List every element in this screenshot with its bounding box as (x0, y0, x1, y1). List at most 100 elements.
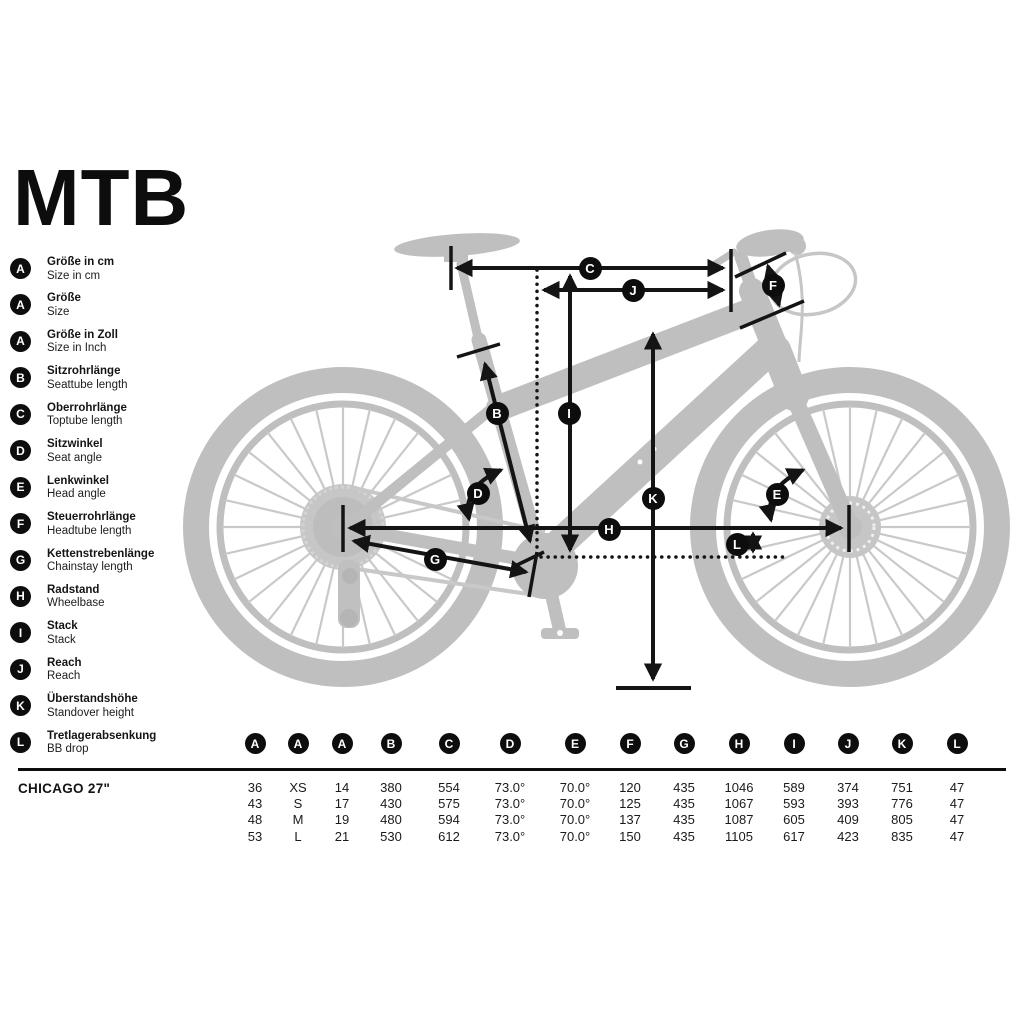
table-cell: 73.0° (494, 780, 526, 795)
legend-item: F Steuerrohrlänge Headtube length (10, 511, 240, 547)
legend-item: A Größe in cm Size in cm (10, 256, 240, 292)
table-cell: 435 (673, 828, 695, 844)
diagram-badge-reach: J (621, 278, 645, 302)
table-cell: 120 (619, 780, 641, 795)
diagram-badge-stack: I (557, 401, 581, 425)
legend-item: I Stack Stack (10, 620, 240, 656)
legend-item: D Sitzwinkel Seat angle (10, 438, 240, 474)
legend-label-de: Sitzwinkel (47, 438, 103, 451)
table-cell: 1105 (725, 828, 753, 844)
legend-label-en: BB drop (47, 743, 89, 756)
legend-item: A Größe in Zoll Size in Inch (10, 329, 240, 365)
column-badge: J (837, 733, 859, 754)
table-cell: 47 (949, 812, 965, 828)
table-cell: 805 (891, 812, 913, 828)
model-name: CHICAGO 27" (18, 781, 111, 796)
legend-badge: E (10, 476, 31, 498)
table-cell: 73.0° (494, 812, 526, 828)
table-cell: 48 (247, 812, 263, 828)
table-cell: 36 (247, 780, 263, 795)
legend-label-en: Chainstay length (47, 561, 133, 573)
table-cell: 435 (673, 780, 695, 795)
legend-badge: A (10, 330, 31, 352)
legend-badge: B (10, 367, 31, 389)
legend-badge: F (10, 513, 31, 535)
legend-item: H Radstand Wheelbase (10, 584, 240, 620)
table-cell: 19 (334, 812, 350, 828)
legend-label-en: Stack (47, 633, 76, 646)
table-cell: S (293, 796, 303, 812)
table-cell: 70.0° (559, 796, 591, 812)
table-cell: 380 (380, 780, 402, 795)
legend-label-de: Sitzrohrlänge (47, 365, 121, 378)
column-badge: E (564, 733, 586, 754)
table-cell: 53 (247, 828, 263, 844)
legend-label-en: Wheelbase (47, 597, 105, 610)
table-cell: 617 (783, 828, 805, 844)
diagram-badge-chainstay: G (423, 547, 447, 571)
diagram-badge-wheelbase: H (597, 517, 621, 541)
legend-badge: I (10, 622, 31, 644)
table-divider (18, 768, 1006, 771)
legend-label-de: Tretlagerabsenkung (47, 729, 157, 742)
table-cell: 835 (891, 828, 913, 844)
legend-badge: A (10, 294, 31, 316)
table-cell: 430 (380, 796, 402, 812)
column-badge: K (891, 733, 913, 754)
table-cell: 393 (837, 796, 859, 812)
legend-badge: J (10, 658, 31, 680)
legend-label-de: Größe in Zoll (47, 328, 118, 341)
legend-item: G Kettenstrebenlänge Chainstay length (10, 548, 240, 584)
column-badge: L (946, 733, 968, 754)
table-cell: 125 (619, 796, 641, 812)
table-cell: 137 (619, 812, 641, 828)
legend-badge: L (10, 731, 31, 753)
table-cell: 1046 (724, 780, 754, 795)
legend-label-en: Seattube length (47, 378, 128, 391)
legend-label-de: Lenkwinkel (47, 474, 109, 487)
table-cell: 593 (783, 796, 805, 812)
table-cell: 374 (837, 780, 859, 795)
mtb-logo: MTB (13, 153, 190, 242)
legend-label-de: Radstand (47, 583, 100, 596)
table-cell: 530 (380, 828, 402, 844)
legend-badge: D (10, 440, 31, 462)
table-cell: 589 (783, 780, 805, 795)
table-cell: 480 (380, 812, 402, 828)
table-cell: L (294, 828, 302, 844)
legend-badge: G (10, 549, 31, 571)
legend-item: K Überstandshöhe Standover height (10, 693, 240, 729)
column-badge: B (380, 733, 402, 754)
column-badge: A (287, 733, 309, 754)
table-cell: 554 (438, 780, 460, 795)
legend-label-en: Size in cm (47, 269, 101, 282)
column-badge: F (619, 733, 641, 754)
table-cell: 1087 (724, 812, 754, 828)
table-cell: 435 (673, 796, 695, 812)
diagram-badge-seattube: B (485, 401, 509, 425)
table-cell: 43 (247, 796, 263, 812)
table-cell: 17 (334, 796, 350, 812)
table-cell: 70.0° (559, 812, 591, 828)
table-cell: 70.0° (559, 780, 591, 795)
table-cell: 73.0° (494, 828, 526, 844)
legend-label-de: Größe (47, 292, 81, 305)
table-cell: M (292, 812, 304, 828)
table-cell: 409 (837, 812, 859, 828)
legend-item: L Tretlagerabsenkung BB drop (10, 730, 240, 766)
table-cell: 47 (949, 796, 965, 812)
column-badge: D (499, 733, 521, 754)
table-cell: 1067 (724, 796, 754, 812)
legend: A Größe in cm Size in cm A Größe Size A … (10, 256, 240, 766)
legend-label-de: Steuerrohrlänge (47, 511, 136, 524)
table-cell: 575 (438, 796, 460, 812)
column-badge: A (244, 733, 266, 754)
column-badge: H (728, 733, 750, 754)
column-badge: A (331, 733, 353, 754)
table-cell: 435 (673, 812, 695, 828)
table-cell: 423 (837, 828, 859, 844)
table-cell: XS (289, 780, 307, 795)
legend-label-de: Oberrohrlänge (47, 401, 127, 414)
legend-item: A Größe Size (10, 292, 240, 328)
table-cell: 73.0° (494, 796, 526, 812)
